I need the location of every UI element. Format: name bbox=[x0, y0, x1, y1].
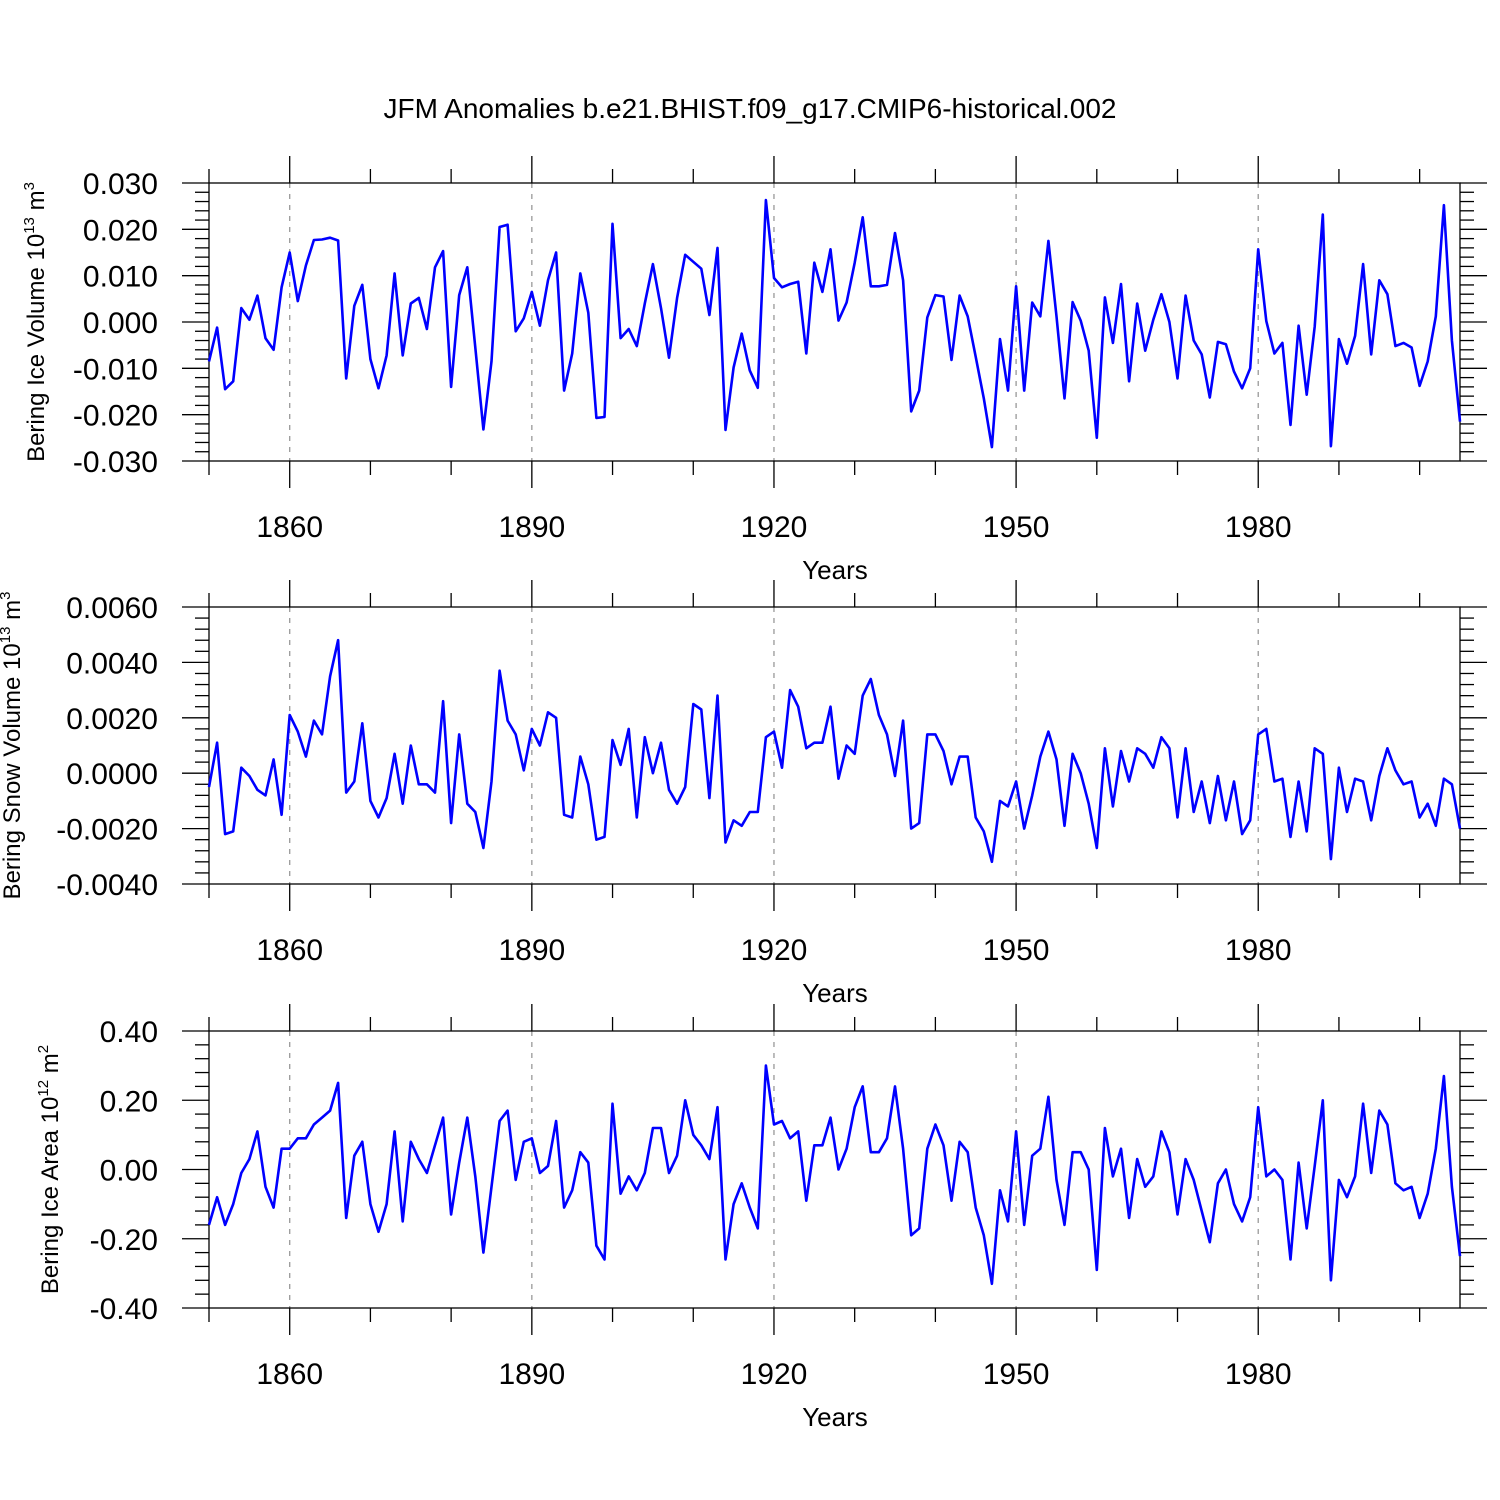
panel-ice-volume: -0.030 -0.020 -0.010 0.000 0.010 0.020 0.030 18… bbox=[21, 156, 1487, 585]
y-axis-label: Bering Ice Volume 1013 m3 bbox=[21, 182, 50, 462]
y-tick-label: 0.030 bbox=[83, 168, 158, 201]
x-tick-label: 1890 bbox=[498, 934, 565, 967]
x-tick-label: 1980 bbox=[1225, 934, 1292, 967]
y-tick-label: -0.010 bbox=[73, 353, 158, 386]
panel-snow-volume: -0.0040 -0.0020 0.0000 0.0020 0.0040 0.0060 18… bbox=[0, 580, 1487, 1008]
y-tick-label: 0.010 bbox=[83, 261, 158, 294]
panels: -0.030 -0.020 -0.010 0.000 0.010 0.020 0.030 18… bbox=[0, 156, 1487, 1432]
plot-frame bbox=[208, 606, 1461, 885]
y-axis-label: Bering Snow Volume 1013 m3 bbox=[0, 592, 26, 900]
x-tick-label: 1980 bbox=[1225, 511, 1292, 544]
y-tick-label: 0.00 bbox=[100, 1155, 158, 1188]
series-line-snow-volume bbox=[207, 638, 1462, 864]
x-axis-label: Years bbox=[802, 555, 868, 585]
y-tick-label: 0.20 bbox=[100, 1085, 158, 1118]
y-tick-label: 0.40 bbox=[100, 1016, 158, 1049]
y-tick-label: -0.030 bbox=[73, 446, 158, 479]
series-line-ice-volume bbox=[207, 198, 1462, 449]
x-axis-label: Years bbox=[802, 1402, 868, 1432]
y-tick-label: 0.020 bbox=[83, 214, 158, 247]
series-line-ice-area bbox=[207, 1064, 1462, 1286]
panel-ice-area: -0.40 -0.20 0.00 0.20 0.40 1860 1890 1920 1950 19… bbox=[35, 1004, 1487, 1432]
x-tick-label: 1860 bbox=[256, 1358, 323, 1391]
x-tick-label: 1920 bbox=[741, 511, 808, 544]
x-tick-label: 1860 bbox=[256, 934, 323, 967]
x-tick-label: 1860 bbox=[256, 511, 323, 544]
x-axis-label: Years bbox=[802, 978, 868, 1008]
y-tick-label: 0.0020 bbox=[66, 703, 158, 736]
x-tick-label: 1980 bbox=[1225, 1358, 1292, 1391]
y-tick-label: 0.0000 bbox=[66, 758, 158, 791]
x-tick-label: 1890 bbox=[498, 1358, 565, 1391]
x-tick-label: 1890 bbox=[498, 511, 565, 544]
y-axis-label: Bering Ice Area 1012 m2 bbox=[35, 1045, 64, 1294]
plot-frame bbox=[208, 1030, 1461, 1309]
plot-frame bbox=[208, 182, 1461, 462]
x-tick-label: 1950 bbox=[983, 934, 1050, 967]
y-tick-label: -0.020 bbox=[73, 400, 158, 433]
y-tick-label: -0.0020 bbox=[56, 814, 158, 847]
x-tick-label: 1950 bbox=[983, 1358, 1050, 1391]
y-tick-label: -0.20 bbox=[90, 1224, 158, 1257]
x-tick-label: 1920 bbox=[741, 1358, 808, 1391]
x-tick-label: 1950 bbox=[983, 511, 1050, 544]
y-tick-label: 0.0060 bbox=[66, 592, 158, 625]
figure-title: JFM Anomalies b.e21.BHIST.f09_g17.CMIP6-… bbox=[383, 93, 1116, 124]
y-tick-label: -0.40 bbox=[90, 1293, 158, 1326]
x-tick-label: 1920 bbox=[741, 934, 808, 967]
y-tick-label: 0.000 bbox=[83, 307, 158, 340]
y-tick-label: -0.0040 bbox=[56, 869, 158, 902]
y-tick-label: 0.0040 bbox=[66, 647, 158, 680]
